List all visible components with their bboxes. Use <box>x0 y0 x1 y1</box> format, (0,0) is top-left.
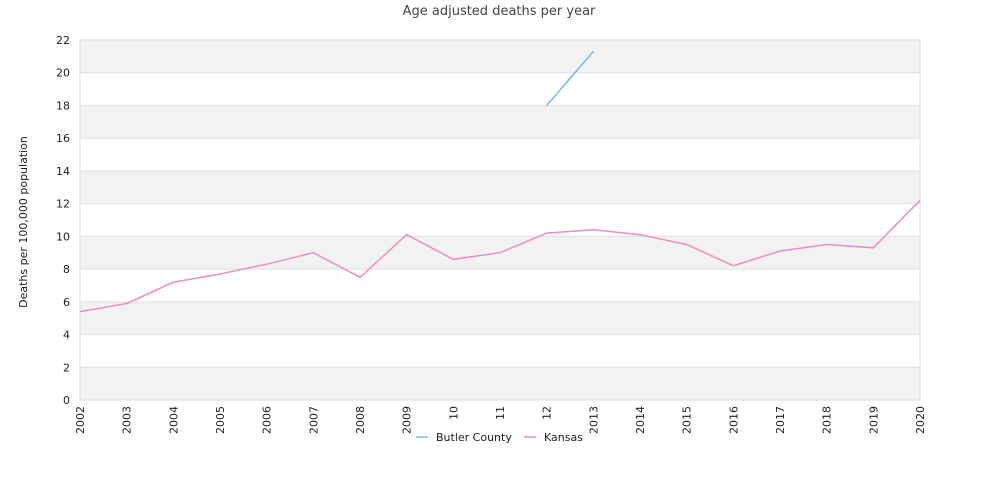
y-tick-label: 20 <box>56 67 70 80</box>
x-tick-label: 2018 <box>821 406 834 434</box>
y-tick-label: 22 <box>56 34 70 47</box>
y-axis-label: Deaths per 100,000 population <box>17 136 30 308</box>
y-tick-label: 2 <box>63 361 70 374</box>
series-lines <box>80 51 920 313</box>
y-tick-label: 8 <box>63 263 70 276</box>
x-tick-label: 2015 <box>681 406 694 434</box>
x-tick-label: 2019 <box>867 406 880 434</box>
y-tick-label: 16 <box>56 132 70 145</box>
x-tick-label: 10 <box>447 406 460 420</box>
grid-band <box>80 170 920 204</box>
plot-area-frame <box>79 39 921 401</box>
y-tick-label: 14 <box>56 165 70 178</box>
x-tick-label: 2020 <box>914 406 927 434</box>
legend: Butler County Kansas <box>416 431 583 444</box>
x-axis-ticks: 2002 2003 2004 2005 2006 2007 2008 2009 10 11 12 20… <box>74 406 927 434</box>
series-line-kansas <box>80 199 920 313</box>
grid-band <box>80 367 920 400</box>
grid-bands <box>80 40 920 400</box>
legend-label: Kansas <box>544 431 583 444</box>
gridlines <box>80 39 920 401</box>
chart-title: Age adjusted deaths per year <box>403 4 596 19</box>
y-tick-label: 18 <box>56 99 70 112</box>
grid-band <box>80 40 920 73</box>
y-tick-label: 12 <box>56 198 70 211</box>
x-tick-label: 2002 <box>74 406 87 434</box>
series-line-butler-county <box>546 51 594 106</box>
y-tick-label: 4 <box>63 329 70 342</box>
x-tick-label: 2005 <box>214 406 227 434</box>
grid-band <box>80 105 920 139</box>
x-tick-label: 2013 <box>587 406 600 434</box>
legend-label: Butler County <box>436 431 512 444</box>
y-tick-label: 6 <box>63 296 70 309</box>
y-tick-label: 0 <box>63 394 70 407</box>
x-tick-label: 2009 <box>401 406 414 434</box>
x-tick-label: 2017 <box>774 406 787 434</box>
x-tick-label: 11 <box>494 406 507 420</box>
x-tick-label: 2006 <box>261 406 274 434</box>
x-tick-label: 2016 <box>727 406 740 434</box>
x-tick-label: 12 <box>541 406 554 420</box>
x-tick-label: 2004 <box>167 406 180 434</box>
x-tick-label: 2008 <box>354 406 367 434</box>
y-axis-ticks: 0 2 4 6 8 10 12 14 16 18 20 22 <box>56 34 70 407</box>
x-tick-label: 2007 <box>307 406 320 434</box>
x-tick-label: 2014 <box>634 406 647 434</box>
x-tick-label: 2003 <box>121 406 134 434</box>
grid-band <box>80 301 920 335</box>
y-tick-label: 10 <box>56 230 70 243</box>
